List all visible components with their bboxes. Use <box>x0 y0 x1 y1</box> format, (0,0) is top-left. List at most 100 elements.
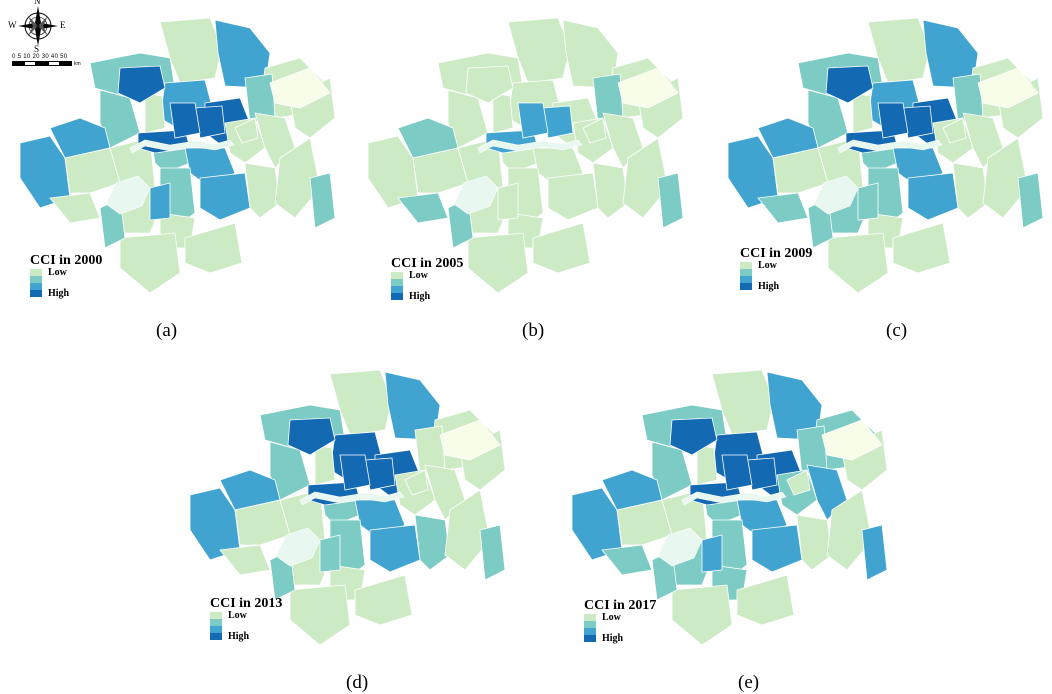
legend-high-label: High <box>409 290 431 302</box>
scale-bar: 0 5 10 20 30 40 50 km <box>12 54 81 67</box>
district-12 <box>772 147 829 194</box>
legend-swatch <box>391 286 403 293</box>
district-8 <box>696 444 718 486</box>
map-panel-a: CCI in 2000 Low High <box>10 8 340 308</box>
district-25 <box>479 524 506 581</box>
lake <box>105 175 151 215</box>
district-35 <box>877 102 909 139</box>
district-21 <box>582 117 607 144</box>
district-34 <box>397 192 449 224</box>
district-21 <box>234 117 259 144</box>
legend-a: CCI in 2000 Low High <box>30 253 102 298</box>
legend-row <box>210 619 282 626</box>
choropleth-map-c <box>727 17 1044 294</box>
district-12 <box>412 147 469 194</box>
district-25 <box>861 524 888 581</box>
district-6 <box>651 441 693 501</box>
legend-row: Low <box>740 259 812 271</box>
legend-swatch <box>740 262 752 269</box>
district-28 <box>825 65 874 104</box>
district-7 <box>49 117 111 159</box>
choropleth-map-e <box>571 369 888 646</box>
district-23 <box>622 137 669 219</box>
district-23 <box>274 137 321 219</box>
legend-swatch <box>740 283 752 290</box>
district-21 <box>404 469 429 496</box>
compass-n-label: N <box>34 0 41 6</box>
lake <box>657 527 703 567</box>
compass-s-label: S <box>34 44 40 54</box>
district-7 <box>757 117 819 159</box>
district-30 <box>149 182 171 221</box>
district-12 <box>64 147 121 194</box>
legend-swatch <box>391 293 403 300</box>
map-panel-c: CCI in 2009 Low High <box>718 8 1048 308</box>
district-8 <box>144 92 166 134</box>
river <box>299 491 405 506</box>
north-arrow-compass: N S E W <box>6 0 70 76</box>
district-6 <box>447 89 489 149</box>
district-31 <box>736 574 795 626</box>
legend-row: Low <box>210 610 282 620</box>
choropleth-map-d <box>189 369 506 646</box>
choropleth-map-a <box>19 17 336 294</box>
legend-swatch <box>30 283 42 290</box>
legend-swatch <box>210 612 222 619</box>
caption-a: (a) <box>156 320 178 341</box>
legend-row: High <box>391 290 463 302</box>
district-30 <box>497 182 519 221</box>
legend-row <box>391 286 463 293</box>
district-25 <box>1017 172 1044 229</box>
district-7 <box>397 117 459 159</box>
legend-b: CCI in 2005 Low High <box>391 256 463 302</box>
district-30 <box>319 534 341 573</box>
legend-swatch <box>210 626 222 633</box>
legend-row: High <box>740 281 812 291</box>
legend-row: Low <box>30 267 102 277</box>
district-31 <box>532 222 591 274</box>
district-32 <box>289 584 351 646</box>
lake <box>813 175 859 215</box>
caption-e: (e) <box>738 672 760 693</box>
district-31 <box>892 222 951 274</box>
district-20 <box>751 524 803 573</box>
district-22 <box>414 514 451 571</box>
legend-row <box>210 626 282 633</box>
compass-rose-icon <box>18 6 58 46</box>
legend-row: High <box>30 288 102 298</box>
district-20 <box>907 172 959 221</box>
lake <box>453 175 499 215</box>
caption-c: (c) <box>886 320 908 341</box>
river <box>477 139 583 154</box>
district-36 <box>617 67 679 109</box>
legend-row: High <box>584 633 656 643</box>
legend-title-c: CCI in 2009 <box>740 246 813 261</box>
district-12 <box>234 499 291 546</box>
district-28 <box>465 65 514 104</box>
district-12 <box>616 499 673 546</box>
map-panel-e: CCI in 2017 Low High <box>562 360 892 660</box>
legend-swatch <box>584 621 596 628</box>
district-22 <box>796 514 833 571</box>
district-23 <box>444 489 491 571</box>
district-7 <box>219 469 281 511</box>
map-panel-b: CCI in 2005 Low High <box>358 8 703 308</box>
legend-row <box>391 279 463 286</box>
district-31 <box>184 222 243 274</box>
district-35 <box>721 454 753 491</box>
district-22 <box>244 162 281 219</box>
legend-swatch <box>30 290 42 297</box>
district-30 <box>857 182 879 221</box>
legend-swatch <box>584 628 596 635</box>
legend-row <box>584 621 656 628</box>
district-28 <box>287 417 336 456</box>
river <box>129 139 235 154</box>
legend-swatch <box>30 276 42 283</box>
scale-bar-unit: km <box>74 61 81 67</box>
legend-row <box>584 628 656 635</box>
legend-swatch <box>391 272 403 279</box>
district-32 <box>671 584 733 646</box>
legend-low-label: Low <box>758 259 777 271</box>
district-20 <box>369 524 421 573</box>
scale-bar-ticks: 0 5 10 20 30 40 50 <box>12 54 68 60</box>
